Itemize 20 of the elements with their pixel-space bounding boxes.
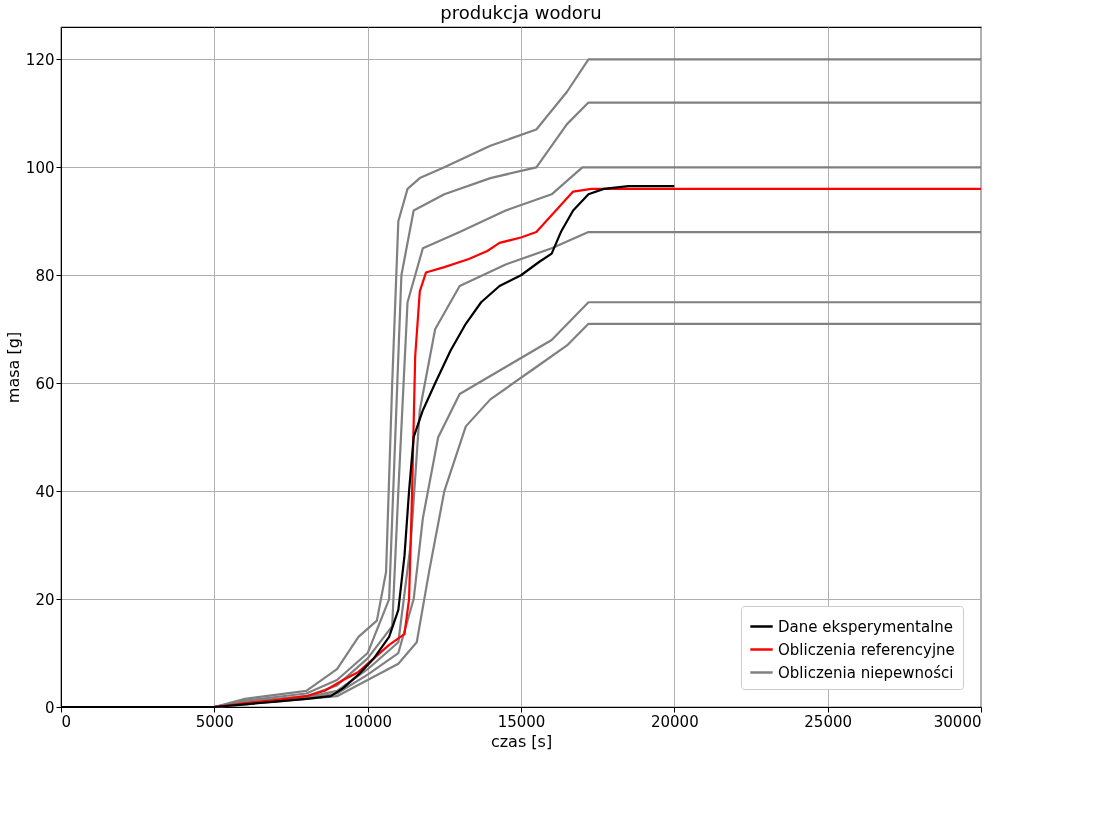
y-tick-label: 80 (35, 266, 55, 285)
y-tick-label: 120 (25, 50, 55, 69)
y-tick-label: 60 (35, 374, 55, 393)
x-tick-label: 20000 (650, 712, 699, 731)
x-tick-label: 30000 (933, 712, 982, 731)
y-tick-label: 100 (25, 158, 55, 177)
x-axis-title: czas [s] (490, 731, 553, 751)
y-axis-title: masa [g] (3, 331, 23, 404)
chart-title: produkcja wodoru (440, 2, 602, 23)
legend-label: Obliczenia niepewności (778, 663, 954, 682)
x-tick-label: 10000 (344, 712, 393, 731)
y-tick-label: 40 (35, 482, 55, 501)
y-tick-label: 20 (35, 590, 55, 609)
legend-label: Obliczenia referencyjne (778, 640, 955, 659)
x-tick-label: 0 (61, 712, 72, 731)
legend-label: Dane eksperymentalne (778, 617, 954, 636)
y-tick-label: 0 (44, 698, 55, 717)
x-tick-label: 15000 (497, 712, 546, 731)
x-tick-label: 5000 (195, 712, 234, 731)
x-tick-label: 25000 (804, 712, 853, 731)
